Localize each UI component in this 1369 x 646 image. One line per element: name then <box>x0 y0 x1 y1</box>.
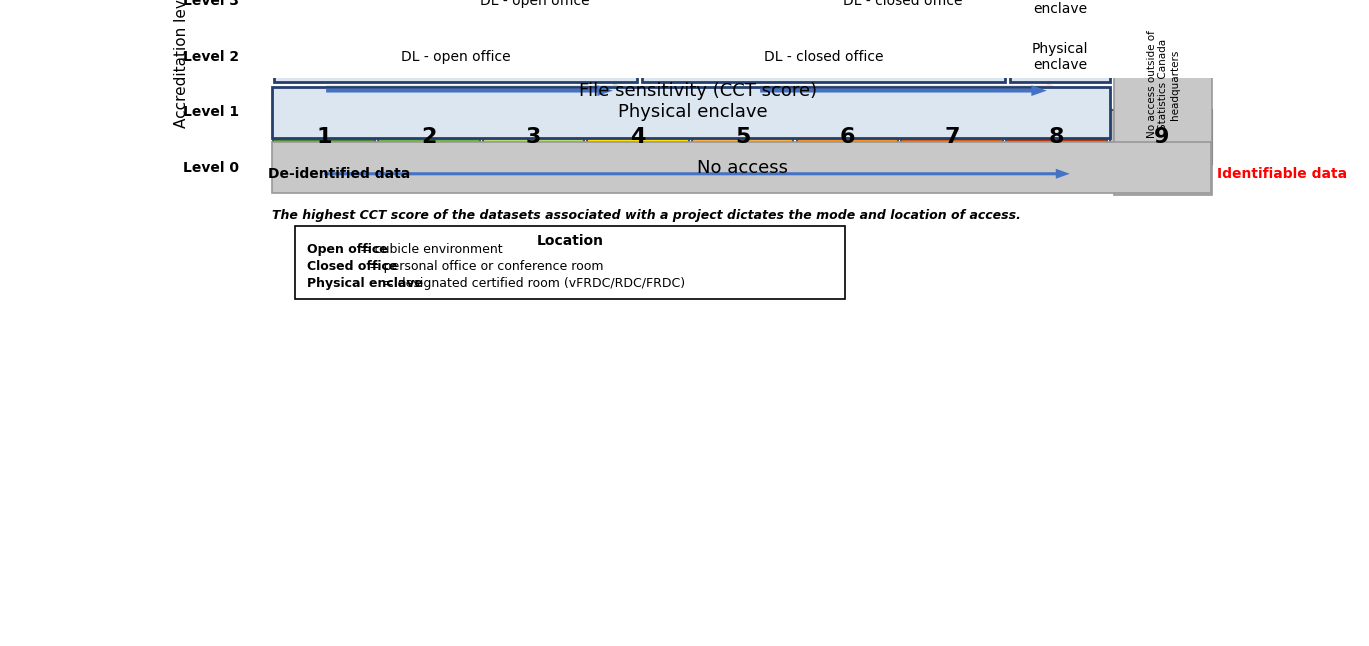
Bar <box>272 142 1212 193</box>
FancyArrow shape <box>324 165 1069 182</box>
Bar <box>587 110 689 163</box>
Text: File sensitivity (CCT score): File sensitivity (CCT score) <box>579 81 817 99</box>
FancyArrow shape <box>324 169 1069 179</box>
Text: No access outside of
Statistics Canada
headquarters: No access outside of Statistics Canada h… <box>1146 30 1180 138</box>
FancyArrow shape <box>760 82 1062 99</box>
Text: De-identified data: De-identified data <box>268 167 411 181</box>
Text: Physical
enclave: Physical enclave <box>1032 41 1088 72</box>
Text: 4: 4 <box>630 127 646 147</box>
Bar <box>901 110 1002 163</box>
Bar <box>1006 110 1108 163</box>
Text: 6: 6 <box>839 127 856 147</box>
Text: Identifiable data: Identifiable data <box>1217 167 1347 181</box>
Text: 3: 3 <box>526 127 541 147</box>
Text: Physical enclave: Physical enclave <box>307 276 423 289</box>
Text: Physical enclave: Physical enclave <box>617 103 767 121</box>
Text: Level 1: Level 1 <box>183 105 240 119</box>
Text: The highest CCT score of the datasets associated with a project dictates the mod: The highest CCT score of the datasets as… <box>272 209 1021 222</box>
Bar <box>483 110 585 163</box>
Bar <box>1010 0 1110 26</box>
Text: 9: 9 <box>1154 127 1169 147</box>
Text: Physical
enclave: Physical enclave <box>1032 0 1088 16</box>
Bar <box>296 226 846 299</box>
Text: 1: 1 <box>316 127 331 147</box>
Text: No access: No access <box>697 159 789 176</box>
Text: Level 0: Level 0 <box>183 161 240 174</box>
Text: Level 2: Level 2 <box>183 50 240 64</box>
Text: = designated certified room (vFRDC/RDC/FRDC): = designated certified room (vFRDC/RDC/F… <box>379 276 684 289</box>
Bar <box>272 87 1110 138</box>
Text: DL - closed office: DL - closed office <box>843 0 962 8</box>
Text: DL - open office: DL - open office <box>401 50 511 64</box>
Bar <box>1110 110 1212 163</box>
Text: Open office: Open office <box>307 243 387 256</box>
Text: = cubicle environment: = cubicle environment <box>356 243 502 256</box>
FancyArrow shape <box>326 85 613 96</box>
Bar <box>1114 0 1212 195</box>
Text: 5: 5 <box>735 127 750 147</box>
Text: 8: 8 <box>1049 127 1064 147</box>
Text: Level 3: Level 3 <box>183 0 240 8</box>
Text: 2: 2 <box>422 127 437 147</box>
Text: = personal office or conference room: = personal office or conference room <box>366 260 604 273</box>
Bar <box>797 110 898 163</box>
Bar <box>378 110 479 163</box>
Text: Closed office: Closed office <box>307 260 397 273</box>
Bar <box>274 0 795 26</box>
Text: DL - closed office: DL - closed office <box>764 50 883 64</box>
Text: DL - open office: DL - open office <box>481 0 590 8</box>
FancyArrow shape <box>326 82 628 99</box>
Bar <box>274 110 375 163</box>
Bar <box>691 110 794 163</box>
Bar <box>799 0 1005 26</box>
FancyArrow shape <box>760 85 1047 96</box>
Bar <box>1010 31 1110 82</box>
Bar <box>642 31 1005 82</box>
Text: Location: Location <box>537 234 604 248</box>
Text: Accreditation level: Accreditation level <box>174 0 189 128</box>
Text: 7: 7 <box>945 127 960 147</box>
Bar <box>274 31 638 82</box>
